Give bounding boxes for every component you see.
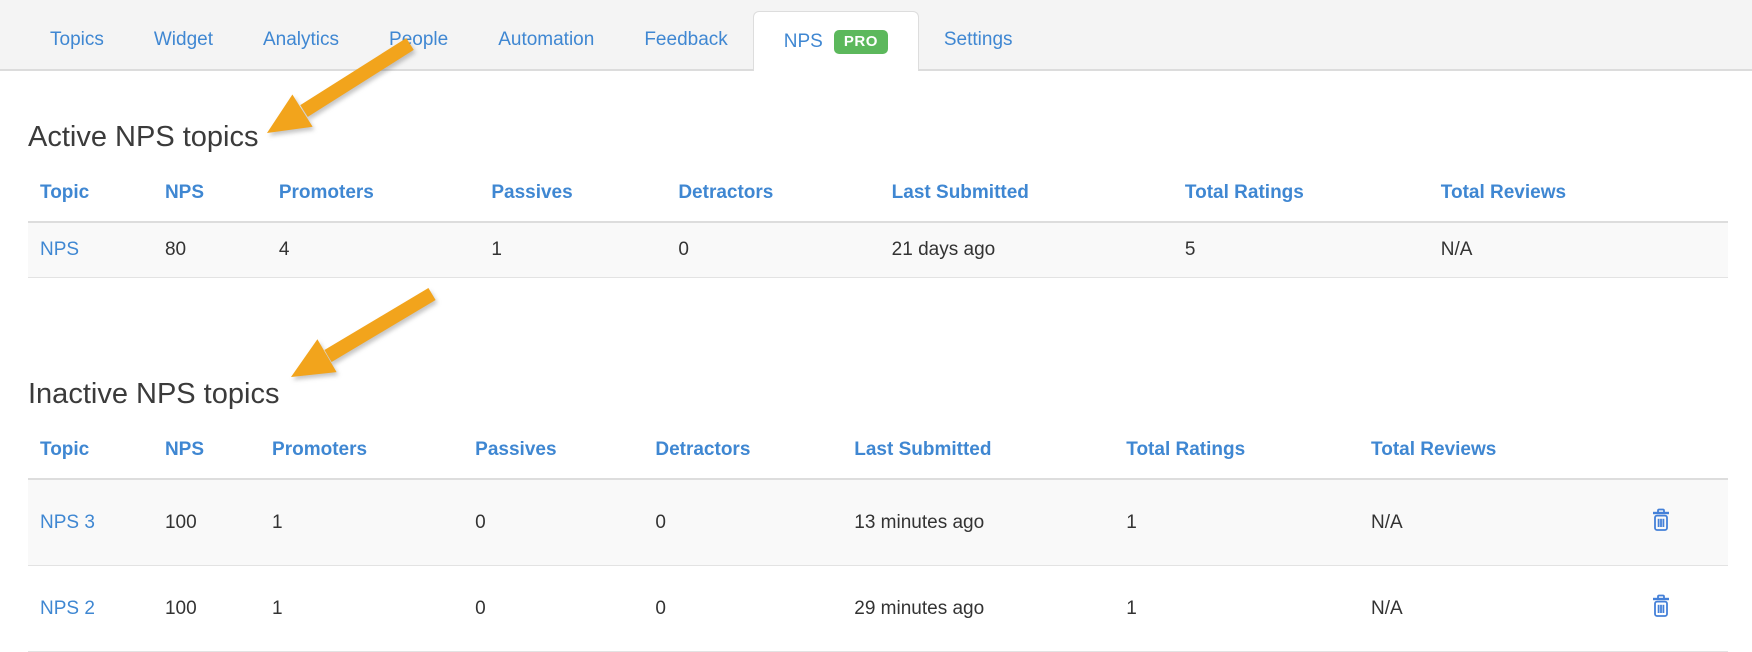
tab-automation[interactable]: Automation xyxy=(473,0,619,69)
table-row: NPS 3 100 1 0 0 13 minutes ago 1 N/A xyxy=(28,479,1728,566)
table-row: NPS 80 4 1 0 21 days ago 5 N/A xyxy=(28,222,1728,278)
cell-promoters: 1 xyxy=(260,565,464,652)
cell-promoters: 4 xyxy=(266,222,480,278)
section-title-active-nps-topics: Active NPS topics xyxy=(28,121,259,153)
cell-nps: 100 xyxy=(152,479,261,566)
tab-bar: Topics Widget Analytics People Automation Fee… xyxy=(0,0,1752,71)
cell-total-reviews: N/A xyxy=(1428,222,1728,278)
cell-passives: 0 xyxy=(463,565,644,652)
tab-topics[interactable]: Topics xyxy=(25,0,129,69)
tab-label: Widget xyxy=(153,28,213,50)
cell-passives: 0 xyxy=(463,479,644,566)
col-header-passives: Passives xyxy=(479,173,667,223)
cell-total-reviews: N/A xyxy=(1359,479,1594,566)
table-row: NPS 2 100 1 0 0 29 minutes ago 1 N/A xyxy=(28,565,1728,652)
col-header-actions xyxy=(1593,430,1728,480)
table-header-row: Topic NPS Promoters Passives Detractors Last … xyxy=(28,173,1728,223)
cell-last-submitted: 13 minutes ago xyxy=(842,479,1115,566)
col-header-topic: Topic xyxy=(28,430,153,480)
tab-settings[interactable]: Settings xyxy=(919,0,1038,69)
col-header-promoters: Promoters xyxy=(266,173,480,223)
col-header-topic: Topic xyxy=(28,173,153,223)
tab-label: Topics xyxy=(50,28,104,50)
col-header-total-reviews: Total Reviews xyxy=(1428,173,1728,223)
topic-link[interactable]: NPS 2 xyxy=(40,597,95,619)
tab-label: Automation xyxy=(498,28,595,50)
inactive-nps-topics-table: Topic NPS Promoters Passives Detractors Last … xyxy=(28,430,1728,652)
cell-detractors: 0 xyxy=(643,565,843,652)
col-header-promoters: Promoters xyxy=(260,430,464,480)
col-header-total-ratings: Total Ratings xyxy=(1172,173,1429,223)
tab-label: Analytics xyxy=(263,28,340,50)
cell-total-ratings: 1 xyxy=(1114,479,1360,566)
cell-total-ratings: 5 xyxy=(1172,222,1429,278)
cell-actions xyxy=(1593,565,1728,652)
delete-topic-button[interactable] xyxy=(1648,506,1674,534)
col-header-total-reviews: Total Reviews xyxy=(1359,430,1594,480)
tab-label: Settings xyxy=(943,28,1013,50)
cell-promoters: 1 xyxy=(260,479,464,566)
cell-actions xyxy=(1593,479,1728,566)
cell-total-ratings: 1 xyxy=(1114,565,1360,652)
col-header-last-submitted: Last Submitted xyxy=(842,430,1115,480)
cell-nps: 80 xyxy=(152,222,267,278)
cell-topic: NPS xyxy=(28,222,153,278)
tab-widget[interactable]: Widget xyxy=(129,0,238,69)
cell-total-reviews: N/A xyxy=(1359,565,1594,652)
cell-detractors: 0 xyxy=(643,479,843,566)
col-header-total-ratings: Total Ratings xyxy=(1114,430,1360,480)
col-header-passives: Passives xyxy=(463,430,644,480)
tab-label: People xyxy=(389,28,449,50)
nps-settings-content: Active NPS topics Topic NPS Promoters Passiv… xyxy=(0,119,1752,652)
tab-feedback[interactable]: Feedback xyxy=(619,0,752,69)
tab-label: NPS xyxy=(783,30,823,52)
trash-icon xyxy=(1652,594,1669,617)
cell-passives: 1 xyxy=(479,222,667,278)
section-title-inactive-nps-topics: Inactive NPS topics xyxy=(28,378,280,410)
tab-analytics[interactable]: Analytics xyxy=(238,0,364,69)
tab-nps[interactable]: NPS PRO xyxy=(752,11,919,71)
cell-last-submitted: 21 days ago xyxy=(879,222,1173,278)
col-header-last-submitted: Last Submitted xyxy=(879,173,1173,223)
table-header-row: Topic NPS Promoters Passives Detractors Last … xyxy=(28,430,1728,480)
tab-people[interactable]: People xyxy=(364,0,473,69)
topic-link[interactable]: NPS xyxy=(40,239,80,260)
cell-topic: NPS 3 xyxy=(28,479,153,566)
topic-link[interactable]: NPS 3 xyxy=(40,511,95,533)
col-header-detractors: Detractors xyxy=(666,173,880,223)
col-header-nps: NPS xyxy=(152,430,261,480)
col-header-detractors: Detractors xyxy=(643,430,843,480)
col-header-nps: NPS xyxy=(152,173,267,223)
trash-icon xyxy=(1652,508,1669,531)
cell-topic: NPS 2 xyxy=(28,565,153,652)
cell-nps: 100 xyxy=(152,565,261,652)
delete-topic-button[interactable] xyxy=(1648,592,1674,620)
active-nps-topics-table: Topic NPS Promoters Passives Detractors Last … xyxy=(28,173,1728,278)
pro-badge: PRO xyxy=(833,29,888,54)
cell-last-submitted: 29 minutes ago xyxy=(842,565,1115,652)
cell-detractors: 0 xyxy=(666,222,880,278)
tab-label: Feedback xyxy=(644,28,728,50)
